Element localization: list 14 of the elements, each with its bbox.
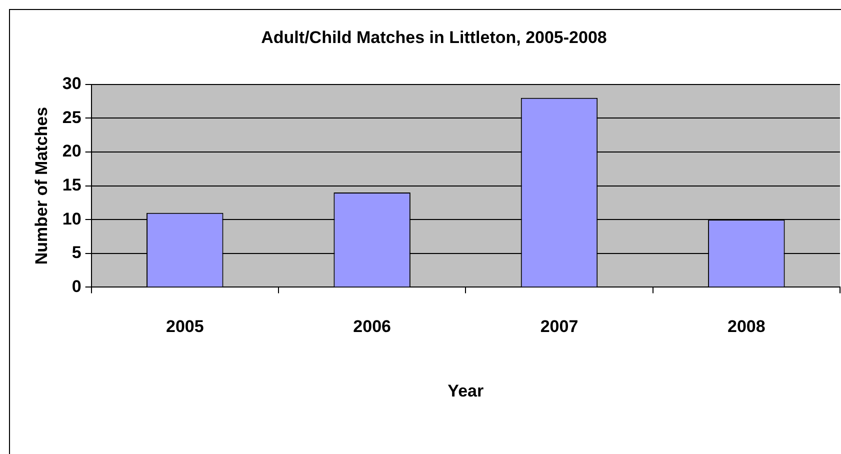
x-tick-label: 2005 <box>166 317 204 336</box>
y-tick-label: 30 <box>62 74 82 94</box>
y-tick-label: 25 <box>62 108 82 127</box>
x-axis-title: Year <box>448 381 484 400</box>
y-tick-label: 5 <box>72 243 82 262</box>
chart-title: Adult/Child Matches in Littleton, 2005-2008 <box>261 28 607 47</box>
y-axis-title: Number of Matches <box>32 106 51 265</box>
y-tick-label: 15 <box>62 175 82 194</box>
x-tick-label: 2007 <box>540 317 578 336</box>
y-tick-label: 0 <box>72 276 82 296</box>
y-tick-label: 20 <box>62 142 82 161</box>
x-tick-label: 2008 <box>728 317 766 336</box>
y-tick-label: 10 <box>62 209 82 228</box>
x-tick-label: 2006 <box>353 317 391 336</box>
